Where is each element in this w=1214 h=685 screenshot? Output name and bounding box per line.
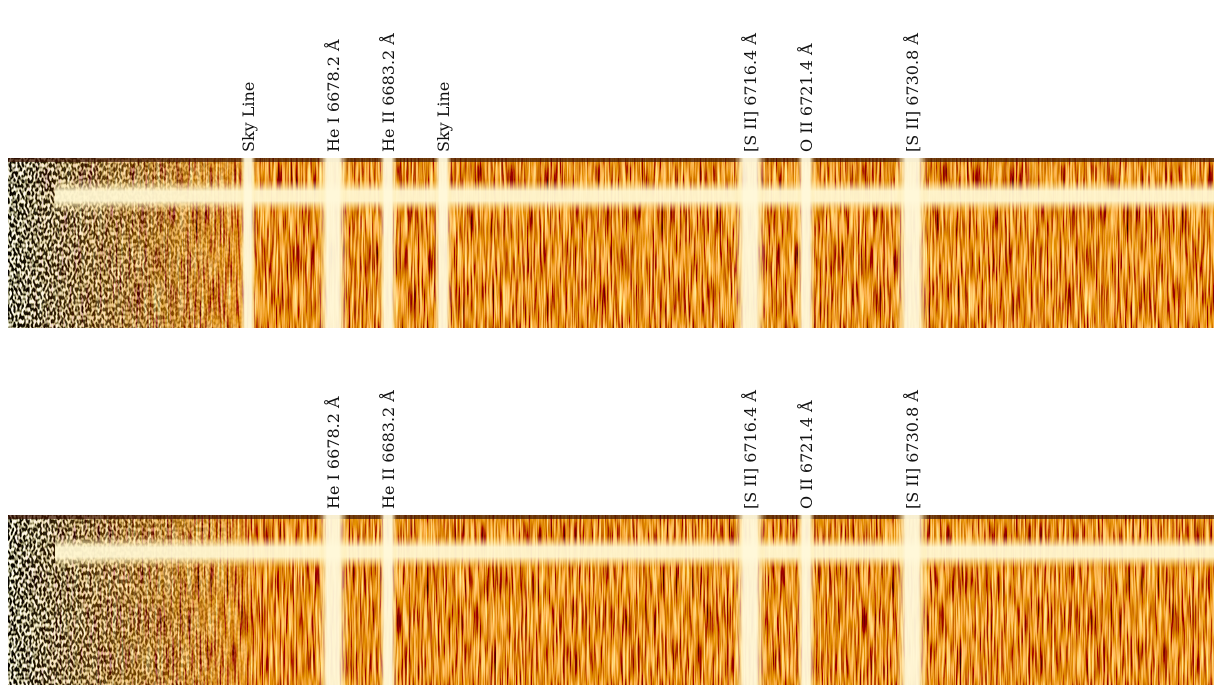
line-label: [S II] 6716.4 Å (740, 33, 760, 152)
emission-line (318, 515, 348, 685)
line-label: O II 6721.4 Å (796, 43, 816, 152)
line-label: Sky Line (434, 82, 453, 152)
emission-line (240, 158, 256, 328)
emission-line (896, 515, 928, 685)
line-label: [S II] 6730.8 Å (902, 33, 922, 152)
continuum-trace (55, 536, 1214, 568)
top-edge (8, 158, 1214, 162)
emission-line (379, 515, 397, 685)
line-label: He II 6683.2 Å (378, 390, 398, 509)
top-edge (8, 515, 1214, 519)
emission-line (379, 158, 397, 328)
emission-line (734, 515, 766, 685)
line-label: He II 6683.2 Å (378, 33, 398, 152)
emission-line (734, 158, 766, 328)
line-label: [S II] 6716.4 Å (740, 390, 760, 509)
line-label: He I 6678.2 Å (323, 396, 343, 509)
emission-line (434, 158, 452, 328)
continuum-trace (55, 180, 1214, 212)
spectrum-panel (8, 515, 1214, 685)
emission-line (896, 158, 928, 328)
emission-line (797, 515, 815, 685)
line-label: [S II] 6730.8 Å (902, 390, 922, 509)
line-label: O II 6721.4 Å (796, 400, 816, 509)
line-label: Sky Line (239, 82, 258, 152)
emission-line (318, 158, 348, 328)
emission-line (797, 158, 815, 328)
spectrum-panel (8, 158, 1214, 328)
line-label: He I 6678.2 Å (323, 39, 343, 152)
